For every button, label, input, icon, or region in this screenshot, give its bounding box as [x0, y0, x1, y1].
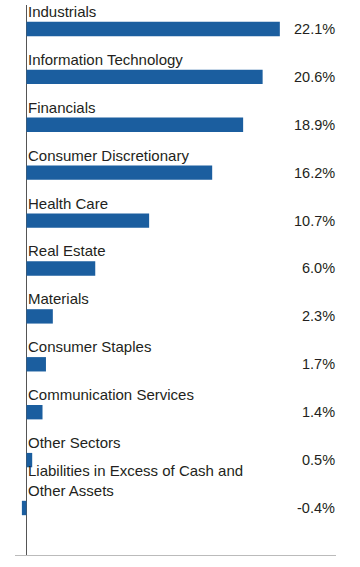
svg-text:6.0%: 6.0% — [302, 260, 335, 276]
svg-text:1.4%: 1.4% — [302, 404, 335, 420]
svg-text:Industrials: Industrials — [28, 3, 96, 20]
svg-text:Liabilities in Excess of Cash: Liabilities in Excess of Cash andOther A… — [28, 462, 243, 499]
svg-text:1.7%: 1.7% — [302, 356, 335, 372]
svg-text:Consumer Staples: Consumer Staples — [28, 338, 151, 355]
svg-text:Materials: Materials — [28, 290, 89, 307]
svg-text:Information Technology: Information Technology — [28, 51, 183, 68]
svg-text:Communication Services: Communication Services — [28, 386, 194, 403]
svg-text:18.9%: 18.9% — [294, 117, 335, 133]
svg-text:Consumer Discretionary: Consumer Discretionary — [28, 147, 189, 164]
svg-text:0.5%: 0.5% — [302, 452, 335, 468]
svg-text:2.3%: 2.3% — [302, 308, 335, 324]
svg-text:20.6%: 20.6% — [294, 69, 335, 85]
svg-text:Real Estate: Real Estate — [28, 242, 106, 259]
svg-text:-0.4%: -0.4% — [297, 500, 335, 516]
svg-text:Other Sectors: Other Sectors — [28, 434, 121, 451]
svg-text:Financials: Financials — [28, 99, 96, 116]
svg-text:22.1%: 22.1% — [294, 21, 335, 37]
svg-text:16.2%: 16.2% — [294, 165, 335, 181]
svg-text:10.7%: 10.7% — [294, 213, 335, 229]
svg-text:Health Care: Health Care — [28, 195, 108, 212]
